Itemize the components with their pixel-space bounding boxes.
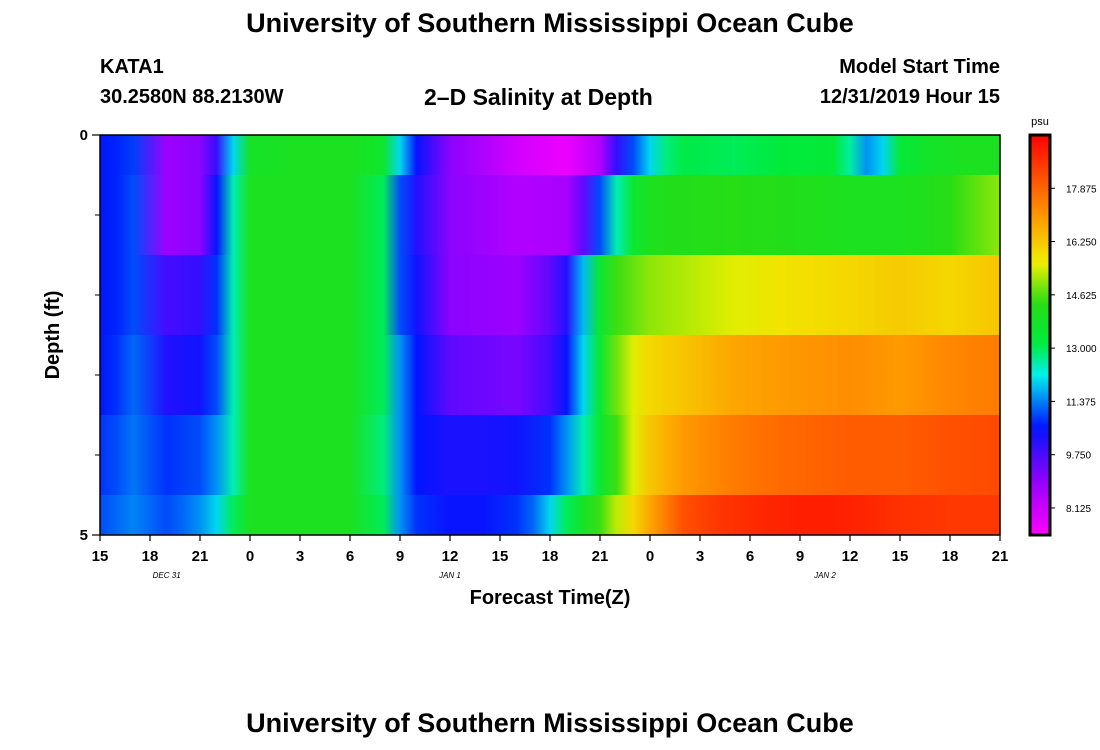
x-tick-label: 6 xyxy=(346,548,354,565)
x-tick-label: 9 xyxy=(796,548,804,565)
x-tick-label: 21 xyxy=(592,548,609,565)
axes: 15 18 21 0 3 6 9 12 15 18 21 0 3 6 9 12 15 18 21 DEC 31 JAN … xyxy=(80,127,1009,580)
heatmap-row-5 xyxy=(100,495,1000,535)
colorbar: 8.125 9.750 11.375 13.000 14.625 16.250 17.875… xyxy=(1028,116,1097,537)
x-axis-label: Forecast Time(Z) xyxy=(470,587,631,609)
heatmap-row-3 xyxy=(100,335,1000,415)
main-title: University of Southern Mississippi Ocean… xyxy=(246,8,854,38)
x-tick-label: 3 xyxy=(296,548,304,565)
heatmap-row-0 xyxy=(100,135,1000,175)
colorbar-tick-label: 13.000 xyxy=(1066,344,1097,355)
x-tick-label: 12 xyxy=(442,548,459,565)
x-tick-label: 21 xyxy=(192,548,209,565)
date-label: JAN 2 xyxy=(813,571,836,580)
x-tick-label: 18 xyxy=(142,548,159,565)
colorbar-tick-label: 14.625 xyxy=(1066,291,1097,302)
colorbar-tick-label: 11.375 xyxy=(1066,397,1096,408)
date-label: DEC 31 xyxy=(153,571,181,580)
y-axis-label: Depth (ft) xyxy=(42,291,64,380)
model-start-label: Model Start Time xyxy=(839,56,1000,78)
x-tick-label: 15 xyxy=(92,548,109,565)
station-coords: 30.2580N 88.2130W xyxy=(100,86,284,108)
y-tick-label: 5 xyxy=(80,527,88,544)
model-start-value: 12/31/2019 Hour 15 xyxy=(819,86,1000,108)
colorbar-unit: psu xyxy=(1031,116,1049,128)
x-tick-label: 18 xyxy=(942,548,959,565)
heatmap-row-4 xyxy=(100,415,1000,495)
colorbar-tick-label: 8.125 xyxy=(1066,504,1091,515)
colorbar-tick-label: 9.750 xyxy=(1066,451,1091,462)
heatmap-area xyxy=(100,135,1000,535)
x-tick-label: 15 xyxy=(892,548,909,565)
colorbar-tick-label: 16.250 xyxy=(1066,238,1097,249)
heatmap-row-2 xyxy=(100,255,1000,335)
colorbar-bar xyxy=(1028,133,1052,537)
plot-title: 2–D Salinity at Depth xyxy=(424,84,653,110)
x-tick-label: 6 xyxy=(746,548,754,565)
colorbar-tick-label: 17.875 xyxy=(1066,184,1097,195)
x-tick-label: 21 xyxy=(992,548,1009,565)
x-tick-label: 18 xyxy=(542,548,559,565)
x-tick-label: 15 xyxy=(492,548,509,565)
footer-title: University of Southern Mississippi Ocean… xyxy=(246,708,854,738)
y-tick-label: 0 xyxy=(80,127,88,144)
x-tick-label: 12 xyxy=(842,548,859,565)
station-name: KATA1 xyxy=(100,56,164,78)
date-label: JAN 1 xyxy=(438,571,461,580)
x-tick-label: 9 xyxy=(396,548,404,565)
x-tick-label: 0 xyxy=(246,548,254,565)
x-tick-label: 3 xyxy=(696,548,704,565)
heatmap-row-1 xyxy=(100,175,1000,255)
x-tick-label: 0 xyxy=(646,548,654,565)
